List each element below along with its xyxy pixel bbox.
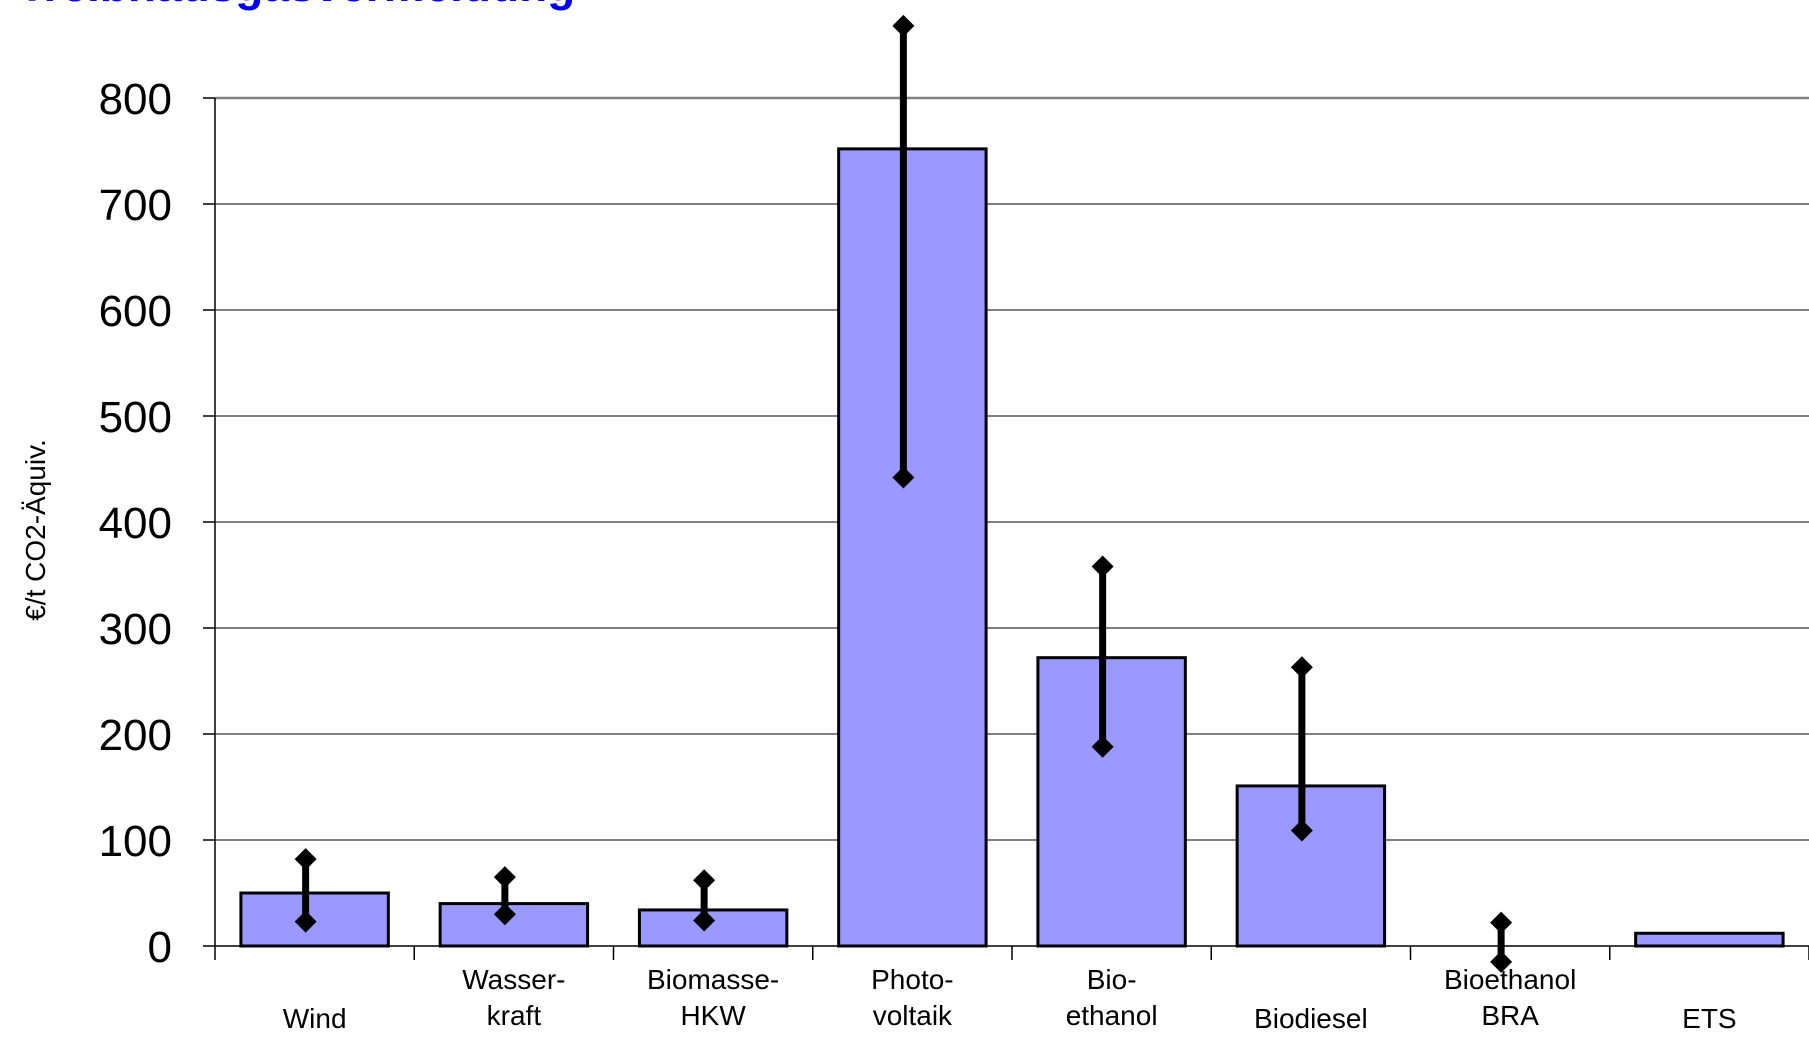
x-tick-label: Biomasse-HKW: [647, 964, 779, 1031]
error-bar-marker: [693, 869, 716, 892]
y-axis-label: €/t CO2-Äquiv.: [20, 439, 51, 621]
bar: [438, 902, 590, 948]
error-bar-marker: [1490, 911, 1513, 934]
error-bar-marker: [892, 466, 915, 489]
y-tick-label: 300: [99, 605, 172, 654]
error-bar-marker: [693, 909, 716, 932]
x-tick-label: Wind: [283, 1003, 347, 1034]
y-tick-labels: 0 100 200 300 400 500 600 700 800: [99, 75, 172, 972]
error-bar-marker: [892, 14, 915, 37]
bar: [1634, 931, 1785, 948]
x-tick-label: Photo-voltaik: [871, 964, 954, 1031]
x-tick-label: Bio-ethanol: [1066, 964, 1158, 1031]
bars: [239, 147, 1785, 948]
error-bar-marker: [1091, 735, 1114, 758]
x-tick-label: Bioethanol BRA: [1444, 964, 1576, 1031]
x-tick-labels: Wind Wasser-kraft Biomasse-HKW Photo-voltai…: [283, 964, 1737, 1034]
y-tick-label: 600: [99, 287, 172, 336]
grid-lines: [215, 96, 1809, 841]
error-bar-marker: [493, 866, 516, 889]
y-tick-label: 500: [99, 393, 172, 442]
bar: [837, 147, 988, 948]
error-bar-marker: [1290, 656, 1313, 679]
bar: [239, 891, 390, 948]
y-tick-label: 800: [99, 75, 172, 124]
x-tick-label: Biodiesel: [1254, 1003, 1368, 1034]
axes: [203, 97, 1809, 960]
y-tick-label: 700: [99, 181, 172, 230]
error-bars: [294, 14, 1513, 973]
y-tick-label: 0: [148, 923, 172, 972]
chart-title: Treibhausgasvermeidung: [18, 0, 575, 12]
error-bar-marker: [493, 903, 516, 926]
error-bar-marker: [294, 910, 317, 933]
x-tick-label: Wasser-kraft: [462, 964, 565, 1031]
error-bar-marker: [1290, 819, 1313, 842]
y-tick-label: 200: [99, 711, 172, 760]
error-bar-marker: [294, 848, 317, 871]
error-bar-marker: [1091, 555, 1114, 578]
bar: [1235, 784, 1387, 948]
bar: [1036, 656, 1187, 948]
y-tick-label: 100: [99, 817, 172, 866]
y-tick-label: 400: [99, 499, 172, 548]
error-bar-marker: [1490, 950, 1513, 973]
bar: [637, 908, 789, 948]
x-tick-label: ETS: [1682, 1003, 1736, 1034]
